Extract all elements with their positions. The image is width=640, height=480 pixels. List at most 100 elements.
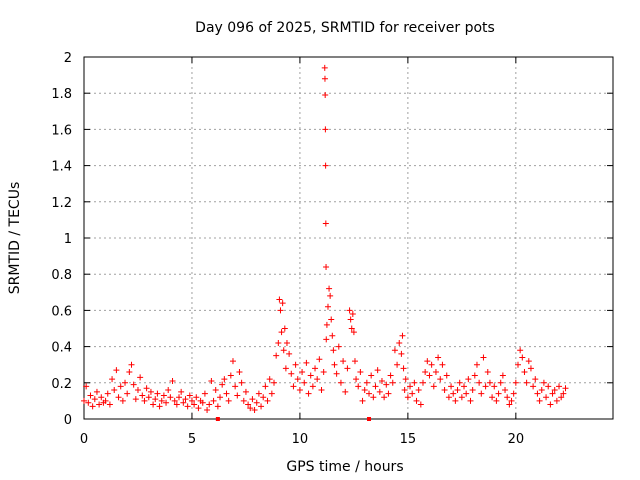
data-point [558,394,565,401]
data-point [441,387,448,394]
data-point [156,403,163,410]
data-point [340,358,347,365]
data-point [335,343,342,350]
data-point [238,379,245,386]
data-point [275,339,282,346]
data-point [465,376,472,383]
y-tick-label: 1 [64,232,72,247]
data-point [91,396,98,403]
data-point [299,368,306,375]
data-point [538,387,545,394]
data-point [251,406,258,413]
data-point [519,354,526,361]
data-point [264,397,271,404]
data-point [193,394,200,401]
data-point [389,379,396,386]
data-point [430,383,437,390]
data-point [469,387,476,394]
data-point [277,307,284,314]
data-point [502,387,509,394]
data-point [109,376,116,383]
data-point [268,390,275,397]
data-point [286,350,293,357]
data-point [510,390,517,397]
axis-ticks: 00.20.40.60.811.21.41.61.820 5 10 15 20 [51,51,613,447]
data-point [323,263,330,270]
data-point [491,383,498,390]
data-point [407,383,414,390]
data-point [137,374,144,381]
y-tick-label: 0.8 [51,268,72,283]
data-point [463,390,470,397]
data-point [445,394,452,401]
data-point [253,399,260,406]
data-point [394,361,401,368]
data-point [499,372,506,379]
data-point [504,394,511,401]
data-point [323,321,330,328]
data-point [355,383,362,390]
data-point [87,392,94,399]
data-point [271,379,278,386]
data-point [158,397,165,404]
data-point [327,292,334,299]
data-point [458,394,465,401]
data-point [545,383,552,390]
data-point [411,379,418,386]
data-point [139,392,146,399]
data-point [96,401,103,408]
data-point [143,385,150,392]
data-point [221,376,228,383]
y-tick-label: 0 [64,413,72,428]
data-point [128,361,135,368]
data-point [106,401,113,408]
data-point [281,325,288,332]
data-point [383,381,390,388]
data-point [290,383,297,390]
data-point [122,379,129,386]
data-point [422,368,429,375]
data-point [398,350,405,357]
data-point [201,390,208,397]
data-point [443,372,450,379]
data-point [417,401,424,408]
data-point [428,361,435,368]
data-point [324,303,331,310]
data-point [163,399,170,406]
data-point [512,379,519,386]
data-point [330,347,337,354]
data-point [320,368,327,375]
data-point [374,367,381,374]
data-point [294,376,301,383]
x-tick-label: 10 [292,432,309,447]
data-point [378,377,385,384]
data-point [132,396,139,403]
data-point [89,403,96,410]
data-point [173,401,180,408]
data-point [385,390,392,397]
data-point [312,365,319,372]
data-point [321,64,328,71]
data-point [432,368,439,375]
data-point [292,361,299,368]
data-point [560,390,567,397]
data-point [81,397,87,404]
data-point [514,361,521,368]
y-tick-label: 0.4 [51,341,72,356]
data-point [249,396,256,403]
data-point [350,329,357,336]
data-point [316,356,323,363]
data-point [301,379,308,386]
data-point [217,394,224,401]
data-point [314,376,321,383]
data-point [119,397,126,404]
data-point [323,336,330,343]
data-point [347,316,354,323]
data-point [232,383,239,390]
data-point [242,388,249,395]
data-point [102,397,109,404]
data-point [234,392,241,399]
data-point [326,285,333,292]
data-point [400,365,407,372]
